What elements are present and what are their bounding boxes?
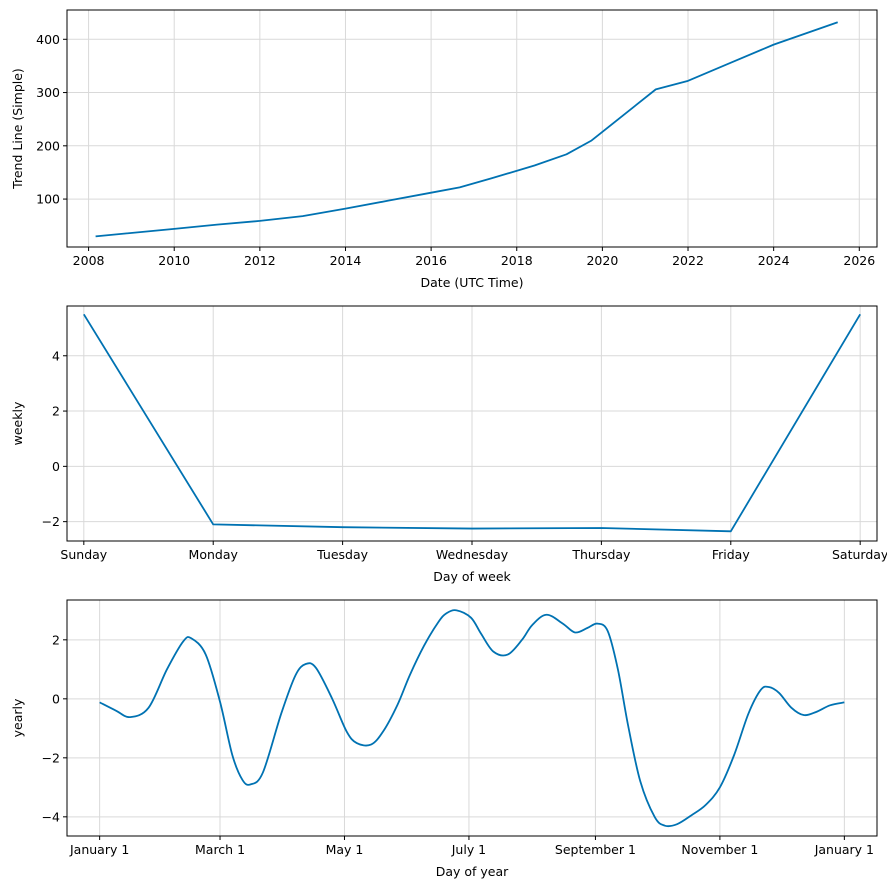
weekly-x-tick-label: Thursday xyxy=(571,547,631,562)
trend-x-tick-label: 2010 xyxy=(158,253,190,268)
weekly-x-tick-label: Friday xyxy=(712,547,750,562)
trend-y-ticks: 100 200 300 400 xyxy=(36,32,67,207)
yearly-x-tick-label: January 1 xyxy=(69,842,129,857)
weekly-y-axis-label: weekly xyxy=(10,401,25,445)
yearly-y-tick-label: −2 xyxy=(42,750,60,765)
trend-y-tick-label: 100 xyxy=(36,192,60,207)
weekly-grid xyxy=(67,306,877,541)
trend-line xyxy=(95,21,838,238)
trend-x-tick-label: 2026 xyxy=(843,253,875,268)
yearly-x-axis-label: Day of year xyxy=(436,864,509,879)
yearly-grid xyxy=(67,600,877,836)
trend-x-tick-label: 2024 xyxy=(758,253,790,268)
trend-x-tick-label: 2020 xyxy=(586,253,618,268)
trend-y-tick-label: 300 xyxy=(36,85,60,100)
yearly-plot-frame xyxy=(66,599,878,837)
weekly-x-tick-label: Tuesday xyxy=(316,547,368,562)
yearly-y-axis-label: yearly xyxy=(10,698,25,737)
trend-x-tick-label: 2014 xyxy=(330,253,362,268)
weekly-x-tick-label: Monday xyxy=(189,547,239,562)
trend-plot-frame xyxy=(66,9,878,248)
yearly-y-tick-label: 0 xyxy=(52,691,60,706)
yearly-y-tick-label: 2 xyxy=(52,632,60,647)
yearly-x-tick-label: January 1 xyxy=(814,842,874,857)
yearly-panel: January 1 March 1 May 1 July 1 September 1 No… xyxy=(10,599,878,879)
trend-x-tick-label: 2016 xyxy=(415,253,447,268)
yearly-x-ticks: January 1 March 1 May 1 July 1 September 1 No… xyxy=(69,836,874,857)
weekly-panel: Sunday Monday Tuesday Wednesday Thursday Frid… xyxy=(10,305,887,584)
yearly-line xyxy=(99,609,845,828)
weekly-x-axis-label: Day of week xyxy=(433,569,511,584)
trend-grid xyxy=(67,10,877,247)
weekly-x-tick-label: Wednesday xyxy=(436,547,509,562)
yearly-x-tick-label: May 1 xyxy=(326,842,364,857)
trend-panel: 2008 2010 2012 2014 2016 2018 2020 2022 2024 2026… xyxy=(10,9,878,290)
weekly-y-tick-label: 0 xyxy=(52,459,60,474)
yearly-x-tick-label: March 1 xyxy=(195,842,245,857)
yearly-y-tick-label: −4 xyxy=(42,809,60,824)
trend-y-tick-label: 200 xyxy=(36,138,60,153)
yearly-y-ticks: −4 −2 0 2 xyxy=(42,632,67,824)
trend-y-axis-label: Trend Line (Simple) xyxy=(10,68,25,190)
weekly-y-tick-label: 4 xyxy=(52,348,60,363)
trend-x-axis-label: Date (UTC Time) xyxy=(421,275,524,290)
weekly-x-tick-label: Sunday xyxy=(60,547,107,562)
weekly-y-ticks: −2 0 2 4 xyxy=(42,348,67,529)
trend-x-tick-label: 2012 xyxy=(244,253,276,268)
trend-x-tick-label: 2022 xyxy=(672,253,704,268)
yearly-x-tick-label: July 1 xyxy=(451,842,486,857)
weekly-y-tick-label: −2 xyxy=(42,514,60,529)
weekly-x-ticks: Sunday Monday Tuesday Wednesday Thursday Frid… xyxy=(60,541,887,562)
weekly-line xyxy=(83,313,861,533)
yearly-x-tick-label: September 1 xyxy=(555,842,636,857)
weekly-y-tick-label: 2 xyxy=(52,404,60,419)
weekly-x-tick-label: Saturday xyxy=(832,547,887,562)
trend-x-tick-label: 2018 xyxy=(501,253,533,268)
trend-y-tick-label: 400 xyxy=(36,32,60,47)
yearly-x-tick-label: November 1 xyxy=(681,842,758,857)
trend-x-tick-label: 2008 xyxy=(73,253,105,268)
trend-x-ticks: 2008 2010 2012 2014 2016 2018 2020 2022 2024 2026 xyxy=(73,247,875,268)
